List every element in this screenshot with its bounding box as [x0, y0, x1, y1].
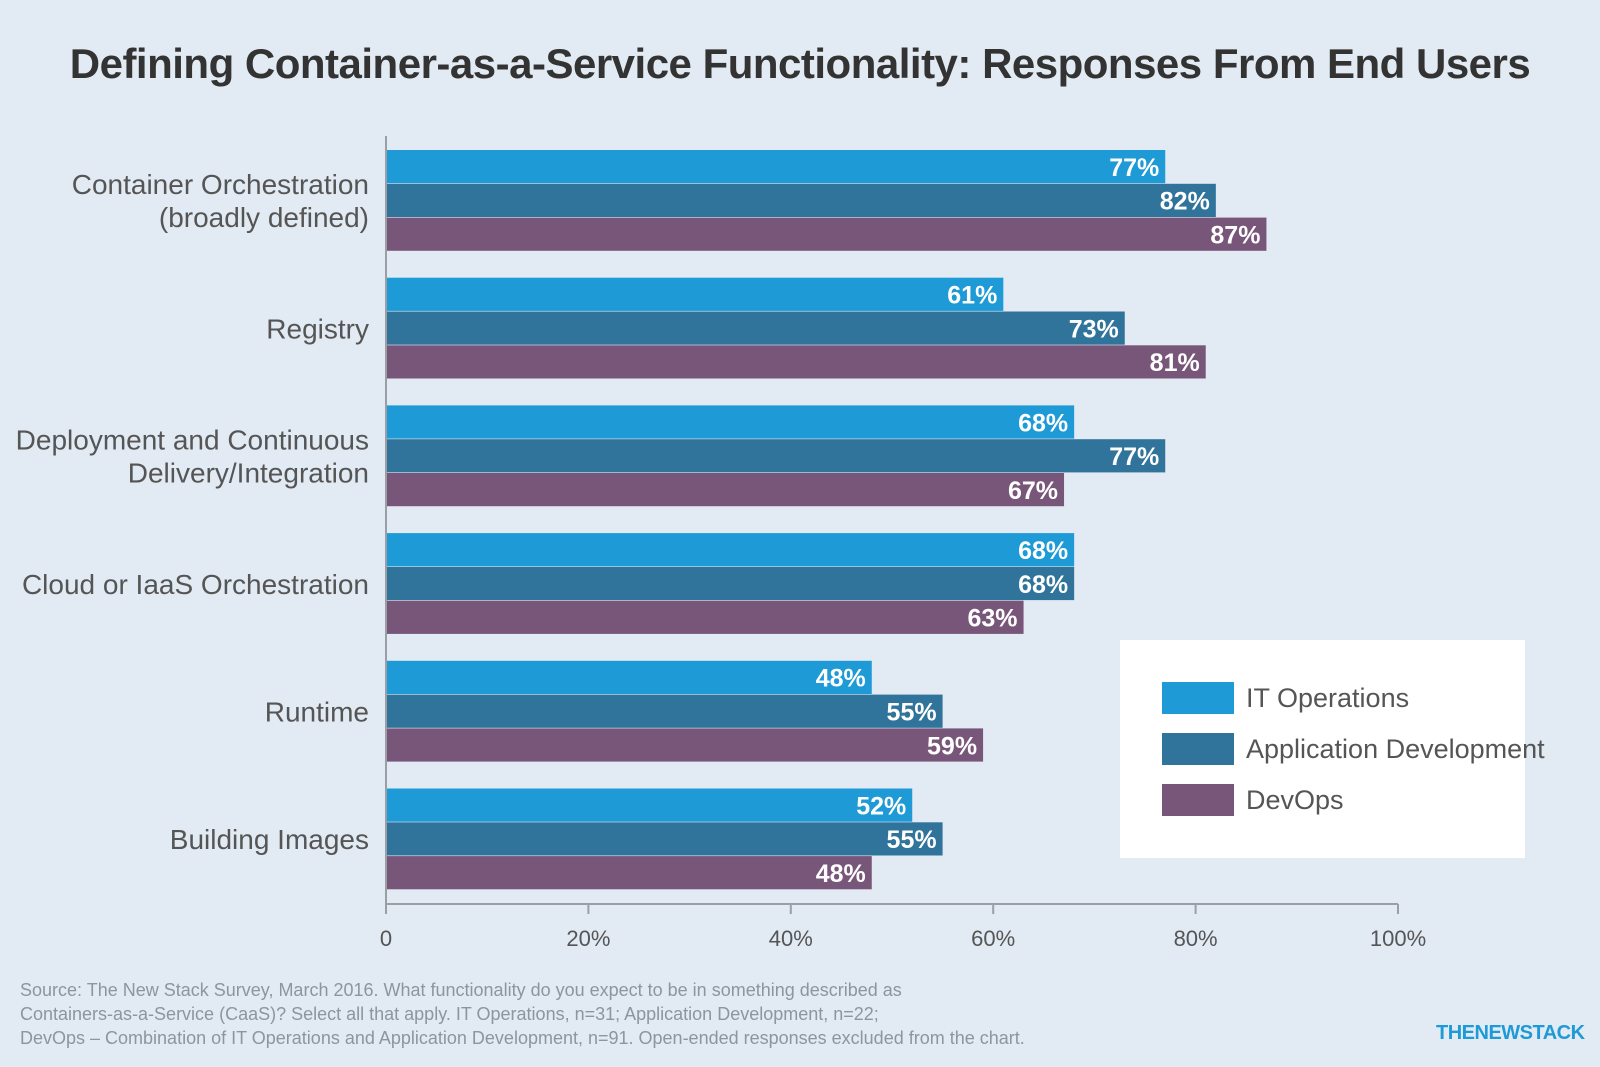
data-label: 67% — [1008, 477, 1058, 505]
brand-logo: THENEWSTACK — [1436, 1022, 1585, 1044]
x-tick-label: 60% — [971, 926, 1015, 951]
source-line: Containers-as-a-Service (CaaS)? Select a… — [20, 1004, 879, 1024]
data-label: 73% — [1069, 315, 1119, 343]
x-tick-label: 100% — [1370, 926, 1426, 951]
legend-label: IT Operations — [1246, 682, 1410, 713]
category-label: Registry — [266, 313, 369, 344]
legend-item-it-operations: IT Operations — [1162, 682, 1409, 714]
legend-swatch-devops — [1162, 784, 1234, 816]
data-label: 68% — [1018, 537, 1068, 565]
chart-title: Defining Container-as-a-Service Function… — [69, 40, 1531, 87]
legend-swatch-it-operations — [1162, 682, 1234, 714]
bar-it-operations — [386, 150, 1166, 184]
data-label: 55% — [887, 699, 937, 727]
bar-devops — [386, 473, 1065, 507]
data-label: 68% — [1018, 409, 1068, 437]
bar-application-development — [386, 311, 1125, 345]
bar-application-development — [386, 694, 943, 728]
bar-devops — [386, 345, 1206, 379]
source-line: Source: The New Stack Survey, March 2016… — [20, 980, 902, 1000]
legend-item-devops: DevOps — [1162, 784, 1344, 816]
category-label: Runtime — [265, 697, 369, 728]
legend-item-application-development: Application Development — [1162, 733, 1545, 765]
data-label: 81% — [1150, 349, 1200, 377]
bar-it-operations — [386, 788, 913, 822]
bar-devops — [386, 728, 984, 762]
legend-swatch-application-development — [1162, 733, 1234, 765]
bar-devops — [386, 856, 872, 890]
category-label: Deployment and Continuous — [16, 425, 369, 456]
data-label: 87% — [1210, 222, 1260, 250]
x-tick-label: 0 — [380, 926, 392, 951]
legend: IT Operations Application Development De… — [1120, 640, 1545, 858]
data-label: 82% — [1160, 188, 1210, 216]
bar-application-development — [386, 183, 1216, 217]
bar-application-development — [386, 439, 1166, 473]
data-label: 68% — [1018, 571, 1068, 599]
data-label: 55% — [887, 826, 937, 854]
x-tick-label: 80% — [1174, 926, 1218, 951]
bar-application-development — [386, 566, 1075, 601]
data-label: 48% — [816, 860, 866, 888]
bar-it-operations — [386, 660, 872, 694]
data-label: 52% — [856, 792, 906, 820]
legend-label: Application Development — [1246, 733, 1545, 764]
category-label: Building Images — [170, 824, 369, 855]
category-label: Container Orchestration — [72, 169, 369, 200]
bar-it-operations — [386, 277, 1004, 311]
data-label: 59% — [927, 732, 977, 760]
data-label: 48% — [816, 665, 866, 693]
data-label: 77% — [1109, 154, 1159, 182]
legend-label: DevOps — [1246, 784, 1344, 815]
x-tick-label: 40% — [769, 926, 813, 951]
bar-devops — [386, 217, 1267, 251]
bar-it-operations — [386, 533, 1075, 567]
bar-it-operations — [386, 405, 1075, 439]
category-label: Delivery/Integration — [128, 458, 369, 489]
category-label: Cloud or IaaS Orchestration — [22, 569, 369, 600]
data-label: 61% — [947, 282, 997, 310]
source-line: DevOps – Combination of IT Operations an… — [20, 1028, 1025, 1048]
x-tick-label: 20% — [566, 926, 610, 951]
source-note: Source: The New Stack Survey, March 2016… — [20, 978, 1200, 1050]
data-label: 63% — [968, 605, 1018, 633]
category-label: (broadly defined) — [159, 202, 369, 233]
bar-devops — [386, 600, 1024, 634]
data-label: 77% — [1109, 443, 1159, 471]
bar-application-development — [386, 822, 943, 856]
